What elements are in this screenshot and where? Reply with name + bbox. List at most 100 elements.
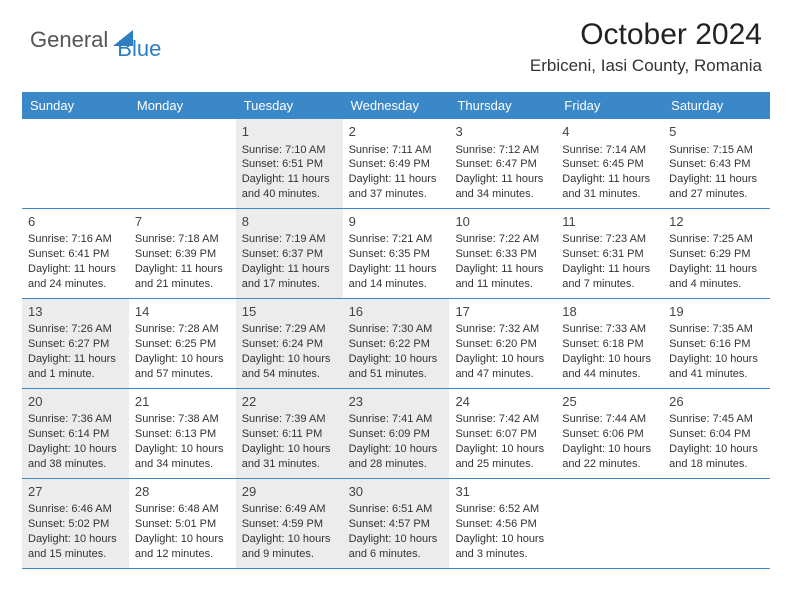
day-daylight2: and 27 minutes. [669, 187, 764, 202]
day-sunset: Sunset: 6:04 PM [669, 427, 764, 442]
day-sunset: Sunset: 6:16 PM [669, 337, 764, 352]
day-number: 3 [455, 123, 550, 141]
header: General Blue October 2024 Erbiceni, Iasi… [0, 0, 792, 84]
day-sunset: Sunset: 6:45 PM [562, 157, 657, 172]
week-row: 13Sunrise: 7:26 AMSunset: 6:27 PMDayligh… [22, 299, 770, 389]
day-daylight2: and 1 minute. [28, 367, 123, 382]
weekday-label: Thursday [449, 92, 556, 119]
day-daylight1: Daylight: 11 hours [242, 172, 337, 187]
day-number: 17 [455, 303, 550, 321]
day-daylight2: and 12 minutes. [135, 547, 230, 562]
day-sunrise: Sunrise: 7:41 AM [349, 412, 444, 427]
day-number: 16 [349, 303, 444, 321]
day-daylight1: Daylight: 11 hours [28, 262, 123, 277]
day-sunset: Sunset: 6:18 PM [562, 337, 657, 352]
day-sunrise: Sunrise: 7:35 AM [669, 322, 764, 337]
day-sunrise: Sunrise: 6:48 AM [135, 502, 230, 517]
day-daylight2: and 4 minutes. [669, 277, 764, 292]
empty-cell [663, 479, 770, 568]
day-sunrise: Sunrise: 7:16 AM [28, 232, 123, 247]
day-cell: 2Sunrise: 7:11 AMSunset: 6:49 PMDaylight… [343, 119, 450, 208]
day-number: 23 [349, 393, 444, 411]
day-daylight1: Daylight: 11 hours [455, 262, 550, 277]
day-cell: 9Sunrise: 7:21 AMSunset: 6:35 PMDaylight… [343, 209, 450, 298]
day-number: 5 [669, 123, 764, 141]
day-daylight2: and 44 minutes. [562, 367, 657, 382]
day-daylight2: and 34 minutes. [135, 457, 230, 472]
logo: General Blue [30, 18, 161, 62]
day-daylight1: Daylight: 11 hours [669, 172, 764, 187]
calendar: SundayMondayTuesdayWednesdayThursdayFrid… [22, 92, 770, 569]
day-cell: 4Sunrise: 7:14 AMSunset: 6:45 PMDaylight… [556, 119, 663, 208]
empty-cell [129, 119, 236, 208]
title-block: October 2024 Erbiceni, Iasi County, Roma… [530, 18, 762, 76]
day-sunrise: Sunrise: 7:14 AM [562, 143, 657, 158]
week-row: 27Sunrise: 6:46 AMSunset: 5:02 PMDayligh… [22, 479, 770, 569]
day-cell: 3Sunrise: 7:12 AMSunset: 6:47 PMDaylight… [449, 119, 556, 208]
empty-cell [22, 119, 129, 208]
weekday-label: Tuesday [236, 92, 343, 119]
day-sunrise: Sunrise: 7:12 AM [455, 143, 550, 158]
day-daylight2: and 24 minutes. [28, 277, 123, 292]
day-cell: 23Sunrise: 7:41 AMSunset: 6:09 PMDayligh… [343, 389, 450, 478]
day-daylight1: Daylight: 11 hours [562, 262, 657, 277]
day-cell: 12Sunrise: 7:25 AMSunset: 6:29 PMDayligh… [663, 209, 770, 298]
day-daylight1: Daylight: 10 hours [242, 442, 337, 457]
day-daylight1: Daylight: 11 hours [562, 172, 657, 187]
day-sunrise: Sunrise: 7:19 AM [242, 232, 337, 247]
weekday-label: Friday [556, 92, 663, 119]
week-row: 20Sunrise: 7:36 AMSunset: 6:14 PMDayligh… [22, 389, 770, 479]
day-daylight1: Daylight: 10 hours [135, 442, 230, 457]
day-daylight1: Daylight: 10 hours [28, 532, 123, 547]
day-sunset: Sunset: 6:29 PM [669, 247, 764, 262]
day-daylight1: Daylight: 11 hours [669, 262, 764, 277]
weekday-row: SundayMondayTuesdayWednesdayThursdayFrid… [22, 92, 770, 119]
day-sunset: Sunset: 6:09 PM [349, 427, 444, 442]
day-daylight2: and 34 minutes. [455, 187, 550, 202]
day-number: 29 [242, 483, 337, 501]
day-number: 2 [349, 123, 444, 141]
week-row: 6Sunrise: 7:16 AMSunset: 6:41 PMDaylight… [22, 209, 770, 299]
day-daylight2: and 11 minutes. [455, 277, 550, 292]
day-number: 1 [242, 123, 337, 141]
day-cell: 19Sunrise: 7:35 AMSunset: 6:16 PMDayligh… [663, 299, 770, 388]
weekday-label: Monday [129, 92, 236, 119]
day-sunset: Sunset: 6:41 PM [28, 247, 123, 262]
day-sunset: Sunset: 6:49 PM [349, 157, 444, 172]
location: Erbiceni, Iasi County, Romania [530, 56, 762, 76]
day-sunrise: Sunrise: 7:25 AM [669, 232, 764, 247]
day-number: 25 [562, 393, 657, 411]
day-number: 14 [135, 303, 230, 321]
day-daylight2: and 31 minutes. [562, 187, 657, 202]
day-sunset: Sunset: 6:20 PM [455, 337, 550, 352]
day-sunrise: Sunrise: 7:28 AM [135, 322, 230, 337]
day-number: 11 [562, 213, 657, 231]
day-number: 15 [242, 303, 337, 321]
day-sunset: Sunset: 6:27 PM [28, 337, 123, 352]
day-number: 20 [28, 393, 123, 411]
day-sunset: Sunset: 6:25 PM [135, 337, 230, 352]
day-daylight2: and 40 minutes. [242, 187, 337, 202]
day-sunrise: Sunrise: 7:11 AM [349, 143, 444, 158]
day-sunrise: Sunrise: 6:46 AM [28, 502, 123, 517]
day-daylight2: and 21 minutes. [135, 277, 230, 292]
day-daylight2: and 51 minutes. [349, 367, 444, 382]
day-sunset: Sunset: 6:13 PM [135, 427, 230, 442]
day-daylight2: and 37 minutes. [349, 187, 444, 202]
day-daylight1: Daylight: 10 hours [562, 442, 657, 457]
day-daylight2: and 17 minutes. [242, 277, 337, 292]
day-sunrise: Sunrise: 7:26 AM [28, 322, 123, 337]
day-sunset: Sunset: 6:07 PM [455, 427, 550, 442]
day-daylight1: Daylight: 10 hours [349, 532, 444, 547]
day-daylight1: Daylight: 10 hours [135, 532, 230, 547]
day-daylight2: and 57 minutes. [135, 367, 230, 382]
day-sunrise: Sunrise: 6:51 AM [349, 502, 444, 517]
day-cell: 15Sunrise: 7:29 AMSunset: 6:24 PMDayligh… [236, 299, 343, 388]
day-cell: 8Sunrise: 7:19 AMSunset: 6:37 PMDaylight… [236, 209, 343, 298]
day-sunset: Sunset: 6:22 PM [349, 337, 444, 352]
day-sunset: Sunset: 6:35 PM [349, 247, 444, 262]
day-cell: 7Sunrise: 7:18 AMSunset: 6:39 PMDaylight… [129, 209, 236, 298]
day-number: 24 [455, 393, 550, 411]
day-number: 8 [242, 213, 337, 231]
day-daylight1: Daylight: 11 hours [28, 352, 123, 367]
